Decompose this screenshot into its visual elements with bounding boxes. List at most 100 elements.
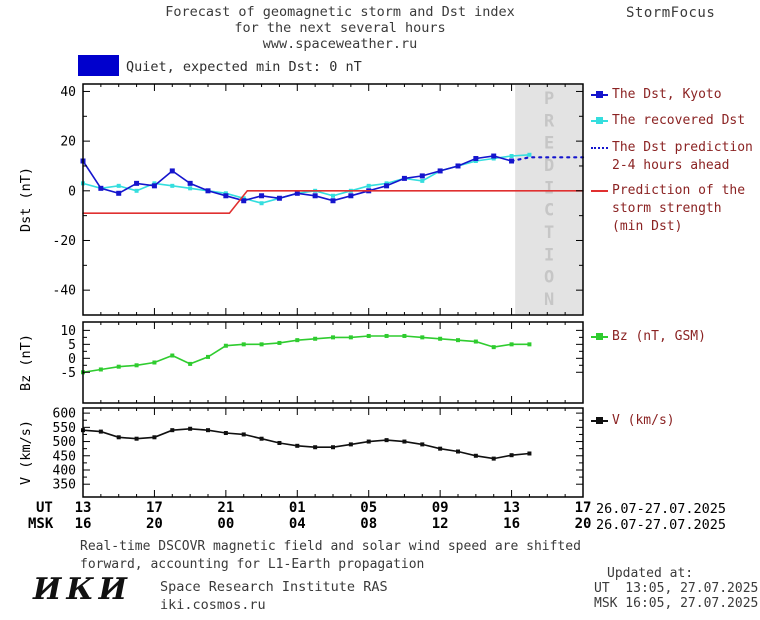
iki-logo: ИКИ	[33, 572, 132, 607]
xtick-msk: 16	[503, 516, 520, 532]
series-v-markers	[81, 426, 532, 461]
ylabel-dst: Dst (nT)	[18, 167, 34, 232]
xtick-msk: 20	[146, 516, 163, 532]
legend-item-storm-strength: Prediction of the storm strength (min Dst)	[591, 182, 745, 236]
ylabel-bz: Bz (nT)	[18, 334, 34, 391]
updated-at-label: Updated at:	[607, 566, 694, 581]
panel-border	[82, 321, 584, 404]
ytick-label-bz: 0	[68, 352, 76, 367]
legend-swatch-bz	[591, 328, 608, 346]
ytick-label-bz: 10	[60, 324, 76, 339]
legend-label-dst-prediction: The Dst prediction 2-4 hours ahead	[612, 140, 753, 173]
svg-text:E: E	[544, 134, 554, 154]
propagation-note-line-2: forward, accounting for L1-Earth propaga…	[80, 556, 425, 572]
prediction-band	[515, 85, 583, 314]
ytick-label-v: 600	[53, 407, 76, 422]
status-color-swatch	[78, 55, 119, 76]
ytick-label-bz: -5	[60, 366, 76, 381]
status-text: Quiet, expected min Dst: 0 nT	[126, 59, 362, 75]
legend-label-bz: Bz (nT, GSM)	[612, 329, 706, 344]
ytick-label-v: 450	[53, 449, 76, 464]
title-line-1: Forecast of geomagnetic storm and Dst in…	[165, 4, 515, 20]
title-line-3: www.spaceweather.ru	[262, 36, 418, 52]
ut-row-label: UT	[36, 500, 53, 516]
legend-item-dst-prediction: The Dst prediction 2-4 hours ahead	[591, 139, 753, 175]
legend-swatch-recovered-dst	[591, 112, 608, 130]
xtick-ut: 09	[432, 500, 449, 516]
series-storm-strength	[82, 190, 584, 214]
propagation-note-line-1: Real-time DSCOVR magnetic field and sola…	[80, 539, 581, 554]
svg-text:C: C	[544, 201, 554, 221]
ytick-label-v: 350	[53, 478, 76, 493]
svg-text:I: I	[544, 245, 554, 265]
xtick-ut: 17	[146, 500, 163, 516]
title-line-2: for the next several hours	[234, 20, 446, 36]
legend-item-dst-kyoto: The Dst, Kyoto	[591, 86, 722, 104]
ytick-label-dst: -40	[53, 284, 76, 299]
legend-item-v: V (km/s)	[591, 412, 675, 430]
propagation-note: Real-time DSCOVR magnetic field and sola…	[80, 538, 581, 573]
svg-text:I: I	[544, 178, 554, 198]
xtick-ut: 01	[289, 500, 306, 516]
series-bz	[82, 335, 531, 374]
series-v	[82, 427, 531, 460]
series-recovered-dst-markers	[81, 152, 532, 206]
ytick-label-dst: 40	[60, 85, 76, 100]
legend-item-recovered-dst: The recovered Dst	[591, 112, 745, 130]
date-range-msk: 26.07-27.07.2025	[596, 517, 727, 533]
series-dst-prediction	[510, 156, 585, 163]
svg-text:R: R	[544, 111, 555, 131]
ytick-label-dst: 20	[60, 135, 76, 150]
xtick-ut: 13	[503, 500, 520, 516]
ytick-label-dst: -20	[53, 234, 76, 249]
series-recovered-dst	[82, 154, 531, 205]
date-range-ut: 26.07-27.07.2025	[596, 501, 727, 517]
legend-label-dst-kyoto: The Dst, Kyoto	[612, 87, 722, 102]
panel-ticks	[82, 322, 584, 403]
xtick-msk: 04	[289, 516, 306, 532]
xtick-ut: 13	[75, 500, 92, 516]
updated-ut-time: UT 13:05, 27.07.2025	[594, 581, 759, 596]
ytick-label-v: 500	[53, 435, 76, 450]
svg-text:D: D	[544, 156, 554, 176]
xtick-ut: 05	[360, 500, 377, 516]
ylabel-v: V (km/s)	[18, 420, 34, 485]
panel-border	[82, 407, 584, 498]
xtick-msk: 12	[432, 516, 449, 532]
xtick-msk: 16	[75, 516, 92, 532]
legend-swatch-v	[591, 412, 608, 430]
legend-label-storm-strength: Prediction of the storm strength (min Dst)	[612, 183, 746, 234]
series-dst-kyoto-markers	[80, 153, 515, 204]
ytick-label-v: 550	[53, 421, 76, 436]
legend-swatch-dst-kyoto	[591, 86, 608, 104]
xtick-msk: 20	[575, 516, 592, 532]
ytick-label-dst: 0	[68, 184, 76, 199]
msk-row-label: MSK	[28, 516, 54, 532]
legend-swatch-dst-prediction	[591, 139, 608, 157]
institute-name: Space Research Institute RAS	[160, 579, 388, 595]
legend-label-v: V (km/s)	[612, 413, 675, 428]
legend-label-recovered-dst: The recovered Dst	[612, 113, 746, 128]
xtick-msk: 08	[360, 516, 377, 532]
svg-text:N: N	[544, 290, 554, 310]
institute-site: iki.cosmos.ru	[160, 597, 266, 613]
ytick-label-bz: 5	[68, 338, 76, 353]
legend-swatch-storm-strength	[591, 182, 608, 200]
xtick-ut: 21	[217, 500, 234, 516]
panel-ticks	[82, 408, 584, 497]
panel-ticks	[82, 84, 584, 315]
svg-text:O: O	[544, 268, 554, 288]
legend-item-bz: Bz (nT, GSM)	[591, 328, 706, 346]
xtick-ut: 17	[575, 500, 592, 516]
stormfocus-brand: StormFocus	[626, 5, 716, 21]
xtick-msk: 00	[217, 516, 234, 532]
svg-text:P: P	[544, 89, 554, 109]
svg-text:T: T	[544, 223, 554, 243]
updated-msk-time: MSK 16:05, 27.07.2025	[594, 596, 759, 611]
